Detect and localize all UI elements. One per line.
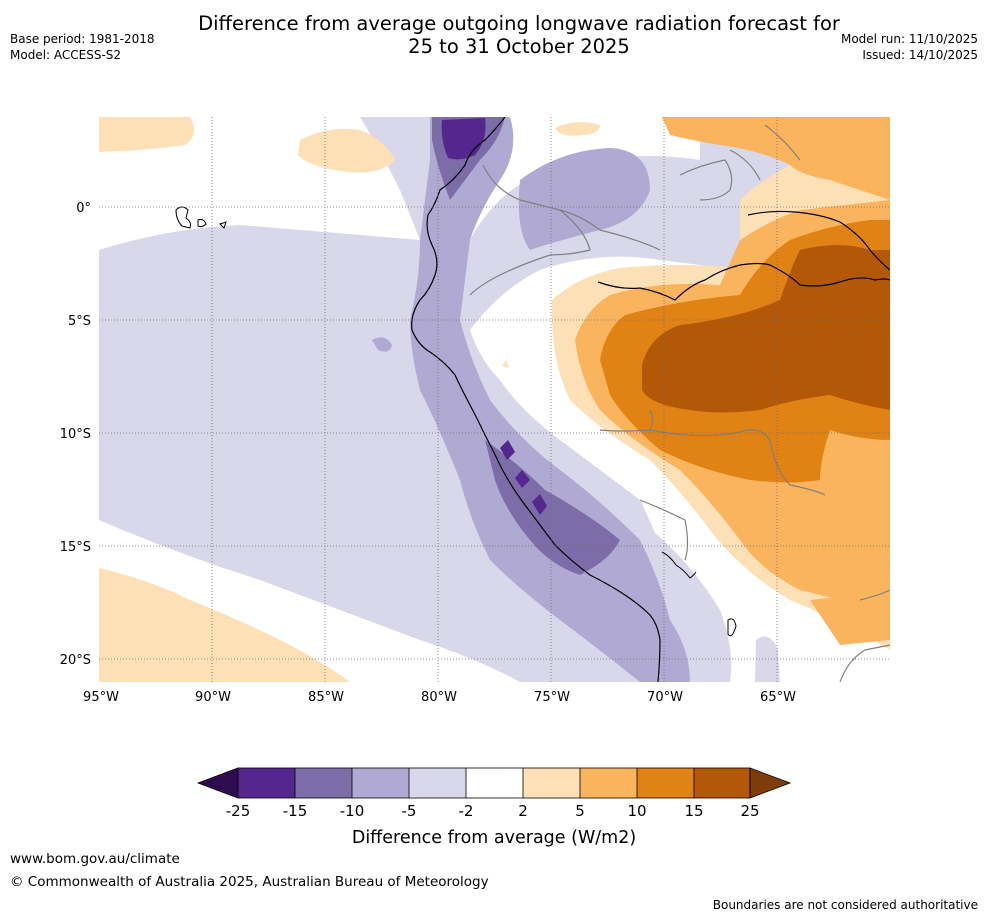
map-plot-area — [99, 117, 890, 682]
chart-title: Difference from average outgoing longwav… — [0, 12, 988, 58]
colorbar-tick-4: -2 — [459, 802, 474, 820]
river-amazon — [597, 262, 890, 301]
contour-pos-light-northwest — [298, 128, 395, 173]
title-line-1: Difference from average outgoing longwav… — [198, 12, 840, 35]
lon-label-75w: 75°W — [534, 690, 570, 705]
footer-note: Boundaries are not considered authoritat… — [712, 898, 978, 912]
footer-link[interactable]: www.bom.gov.au/climate — [10, 851, 180, 867]
lon-label-95w: 95°W — [83, 690, 119, 705]
lat-label-10s: 10°S — [60, 427, 91, 442]
colorbar-frame — [237, 767, 751, 799]
colorbar-label: Difference from average (W/m2) — [352, 828, 636, 848]
colorbar-bin-4 — [409, 768, 466, 798]
colorbar-bin-1 — [238, 768, 295, 798]
meta-right: Model run: 11/10/2025 Issued: 14/10/2025 — [841, 31, 978, 63]
contour-pos-very-strong-east — [642, 245, 890, 413]
model-text: Model: ACCESS-S2 — [10, 48, 122, 62]
lon-label-70w: 70°W — [647, 690, 683, 705]
colorbar-bin-6 — [523, 768, 580, 798]
lon-labels: 95°W 90°W 85°W 80°W 75°W 70°W 65°W — [83, 690, 796, 705]
colorbar-tick-2: -10 — [340, 802, 365, 820]
colorbar-tick-9: 25 — [740, 802, 759, 820]
contour-neg-moderate-spot — [372, 337, 392, 352]
colorbar-bin-8 — [637, 768, 694, 798]
colorbar-bin-3 — [352, 768, 409, 798]
lon-label-85w: 85°W — [308, 690, 344, 705]
lon-label-90w: 90°W — [195, 690, 231, 705]
contour-pos-moderate-south — [810, 597, 890, 645]
colorbar: -25 -15 -10 -5 -2 2 5 10 15 25 Differenc… — [196, 767, 792, 848]
contour-neg-light-spot — [755, 636, 780, 682]
colorbar-tick-0: -25 — [226, 802, 251, 820]
contour-pos-moderate-north — [662, 117, 890, 200]
colorbar-bin-9 — [694, 768, 750, 798]
colorbar-extend-low — [196, 767, 239, 799]
country-borders — [469, 124, 890, 682]
contour-neg-verystrong-spot-3 — [532, 494, 547, 515]
lat-label-20s: 20°S — [60, 653, 91, 668]
lake-titicaca — [727, 618, 737, 637]
colorbar-tick-1: -15 — [283, 802, 308, 820]
contour-pos-light-west — [99, 117, 194, 152]
contour-neg-light-andes — [640, 520, 732, 682]
contour-neg-verystrong-spot-2 — [515, 470, 530, 488]
contour-pos-light-southwest — [99, 568, 350, 682]
coastline-west — [411, 117, 661, 682]
colorbar-tick-6: 5 — [575, 802, 585, 820]
colorbar-extend-high — [749, 767, 792, 799]
colorbar-bin-2 — [295, 768, 352, 798]
river-upper — [747, 210, 890, 271]
lat-label-5s: 5°S — [68, 314, 91, 329]
colorbar-tick-5: 2 — [518, 802, 528, 820]
footer-copyright: © Commonwealth of Australia 2025, Austra… — [10, 874, 489, 890]
colorbar-dividers — [294, 768, 695, 798]
meta-left: Base period: 1981-2018 Model: ACCESS-S2 — [10, 31, 155, 63]
contour-neg-moderate-coast — [410, 117, 690, 682]
colorbar-bin-7 — [580, 768, 637, 798]
contour-neg-verystrong-spot-1 — [500, 440, 515, 460]
contour-pos-light-spot — [502, 360, 509, 368]
colorbar-tick-8: 15 — [684, 802, 703, 820]
colorbar-tick-7: 10 — [627, 802, 646, 820]
model-run-text: Model run: 11/10/2025 — [840, 32, 978, 46]
lon-label-80w: 80°W — [421, 690, 457, 705]
lat-label-15s: 15°S — [60, 540, 91, 555]
lat-label-0: 0° — [76, 201, 91, 216]
coastline-south — [661, 551, 697, 579]
contour-neg-moderate-north — [518, 148, 650, 250]
title-line-2: 25 to 31 October 2025 — [408, 35, 630, 58]
galapagos-islands — [175, 206, 227, 229]
contour-pos-light-north — [555, 122, 600, 136]
colorbar-tick-3: -5 — [402, 802, 417, 820]
base-period-text: Base period: 1981-2018 — [10, 32, 155, 46]
contour-neutral-northeast — [460, 117, 700, 240]
lat-labels: 0° 5°S 10°S 15°S 20°S — [60, 201, 91, 668]
colorbar-bin-5 — [466, 768, 523, 798]
issued-text: Issued: 14/10/2025 — [862, 48, 978, 62]
gridlines — [99, 117, 890, 682]
lon-label-65w: 65°W — [760, 690, 796, 705]
